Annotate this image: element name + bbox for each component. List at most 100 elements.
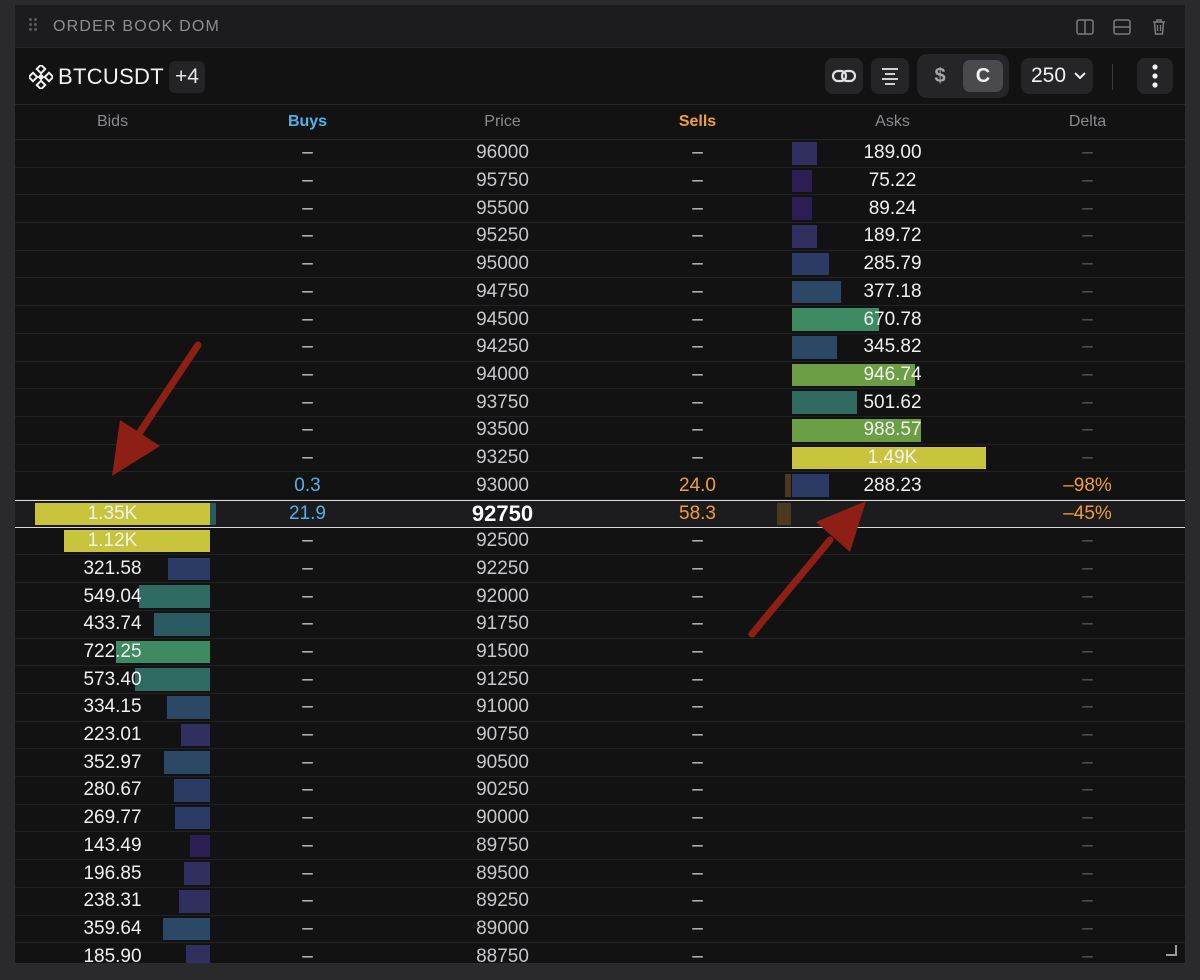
price-cell[interactable]: 94250 xyxy=(476,336,529,358)
price-cell[interactable]: 90250 xyxy=(476,779,529,801)
price-cell[interactable]: 90000 xyxy=(476,807,529,829)
price-cell[interactable]: 89000 xyxy=(476,917,529,939)
ask-cell[interactable]: 89.24 xyxy=(868,197,917,219)
price-cell[interactable]: 91750 xyxy=(476,613,529,635)
price-level-row[interactable]: – 93750 – 501.62 – xyxy=(15,389,1185,417)
more-menu-button[interactable] xyxy=(1137,58,1173,94)
ask-cell[interactable]: 670.78 xyxy=(863,308,922,330)
ask-cell[interactable]: 988.57 xyxy=(863,419,922,441)
ask-cell[interactable] xyxy=(795,860,990,887)
buys-cell[interactable]: 0.3 xyxy=(294,474,321,496)
buys-cell[interactable]: – xyxy=(302,170,313,192)
ask-cell[interactable] xyxy=(795,805,990,832)
sells-cell[interactable]: – xyxy=(692,807,703,829)
buys-cell[interactable]: – xyxy=(302,640,313,662)
buys-cell[interactable]: – xyxy=(302,225,313,247)
buys-cell[interactable]: – xyxy=(302,751,313,773)
bid-cell[interactable]: 196.85 xyxy=(83,862,142,884)
bid-cell[interactable] xyxy=(15,195,210,222)
price-level-row[interactable]: 549.04 – 92000 – – xyxy=(15,583,1185,611)
price-level-row[interactable]: – 96000 – 189.00 – xyxy=(15,140,1185,168)
price-level-row[interactable]: 238.31 – 89250 – – xyxy=(15,888,1185,916)
price-cell[interactable]: 95250 xyxy=(476,225,529,247)
bid-cell[interactable] xyxy=(15,472,210,499)
price-level-row[interactable]: 280.67 – 90250 – – xyxy=(15,777,1185,805)
bid-cell[interactable]: 223.01 xyxy=(83,724,142,746)
ask-cell[interactable] xyxy=(795,583,990,610)
sells-cell[interactable]: – xyxy=(692,696,703,718)
buys-cell[interactable]: – xyxy=(302,391,313,413)
current-price-row[interactable]: 1.35K 21.9 92750 58.3 –45% xyxy=(15,500,1185,528)
bid-cell[interactable]: 321.58 xyxy=(83,557,142,579)
buys-cell[interactable]: – xyxy=(302,142,313,164)
sells-cell[interactable]: – xyxy=(692,253,703,275)
price-level-row[interactable]: – 94000 – 946.74 – xyxy=(15,362,1185,390)
price-level-row[interactable]: – 94250 – 345.82 – xyxy=(15,334,1185,362)
price-cell[interactable]: 93000 xyxy=(476,474,529,496)
price-level-row[interactable]: 269.77 – 90000 – – xyxy=(15,805,1185,833)
sells-cell[interactable]: – xyxy=(692,142,703,164)
ask-cell[interactable] xyxy=(795,916,990,943)
bid-cell[interactable]: 238.31 xyxy=(83,890,142,912)
link-button[interactable] xyxy=(825,58,863,94)
sells-cell[interactable]: – xyxy=(692,724,703,746)
bid-cell[interactable]: 143.49 xyxy=(83,834,142,856)
bid-cell[interactable]: 359.64 xyxy=(83,917,142,939)
price-level-row[interactable]: – 95500 – 89.24 – xyxy=(15,195,1185,224)
bid-cell[interactable]: 1.12K xyxy=(87,530,138,552)
sells-cell[interactable]: – xyxy=(692,170,703,192)
ask-cell[interactable] xyxy=(795,666,990,693)
price-level-row[interactable]: 359.64 – 89000 – – xyxy=(15,916,1185,944)
sells-cell[interactable]: – xyxy=(692,640,703,662)
price-level-row[interactable]: 352.97 – 90500 – – xyxy=(15,749,1185,778)
buys-cell[interactable]: – xyxy=(302,363,313,385)
symbol-name[interactable]: BTCUSDT xyxy=(58,64,164,89)
sells-cell[interactable]: – xyxy=(692,945,703,964)
sells-cell[interactable]: – xyxy=(692,890,703,912)
buys-cell[interactable]: – xyxy=(302,419,313,441)
resize-corner-icon[interactable] xyxy=(1165,943,1177,956)
ask-cell[interactable] xyxy=(795,556,990,583)
buys-cell[interactable]: – xyxy=(302,779,313,801)
buys-cell[interactable]: – xyxy=(302,668,313,690)
sells-cell[interactable]: – xyxy=(692,280,703,302)
bid-cell[interactable]: 433.74 xyxy=(83,613,142,635)
bid-cell[interactable] xyxy=(15,306,210,333)
price-level-row[interactable]: – 94500 – 670.78 – xyxy=(15,306,1185,334)
buys-cell[interactable]: 21.9 xyxy=(289,502,326,524)
ask-cell[interactable] xyxy=(795,777,990,804)
ask-cell[interactable] xyxy=(795,611,990,638)
ask-cell[interactable] xyxy=(795,749,990,776)
sells-cell[interactable]: – xyxy=(692,751,703,773)
buys-cell[interactable]: – xyxy=(302,557,313,579)
bid-cell[interactable] xyxy=(15,389,210,416)
split-vertical-icon[interactable] xyxy=(1075,17,1095,37)
bid-cell[interactable]: 1.35K xyxy=(87,502,138,524)
bid-cell[interactable] xyxy=(15,279,210,306)
ask-cell[interactable] xyxy=(795,639,990,666)
bid-cell[interactable]: 573.40 xyxy=(83,668,142,690)
bid-cell[interactable]: 722.25 xyxy=(83,640,142,662)
sells-cell[interactable]: – xyxy=(692,225,703,247)
price-cell[interactable]: 89250 xyxy=(476,890,529,912)
sells-cell[interactable]: – xyxy=(692,197,703,219)
ask-cell[interactable] xyxy=(795,943,990,963)
buys-cell[interactable]: – xyxy=(302,336,313,358)
buys-cell[interactable]: – xyxy=(302,197,313,219)
bid-cell[interactable] xyxy=(15,223,210,250)
tick-size-select[interactable]: 250 xyxy=(1021,58,1093,94)
price-level-row[interactable]: 1.12K – 92500 – – xyxy=(15,528,1185,556)
price-cell[interactable]: 89500 xyxy=(476,862,529,884)
split-horizontal-icon[interactable] xyxy=(1112,17,1132,37)
price-cell[interactable]: 96000 xyxy=(476,142,529,164)
price-cell[interactable]: 91000 xyxy=(476,696,529,718)
sells-cell[interactable]: – xyxy=(692,585,703,607)
align-button[interactable] xyxy=(871,58,909,94)
buys-cell[interactable]: – xyxy=(302,917,313,939)
buys-cell[interactable]: – xyxy=(302,807,313,829)
sells-cell[interactable]: – xyxy=(692,363,703,385)
bid-cell[interactable] xyxy=(15,417,210,444)
price-level-row[interactable]: 573.40 – 91250 – – xyxy=(15,666,1185,694)
bid-cell[interactable] xyxy=(15,362,210,389)
price-level-row[interactable]: 143.49 – 89750 – – xyxy=(15,833,1185,861)
